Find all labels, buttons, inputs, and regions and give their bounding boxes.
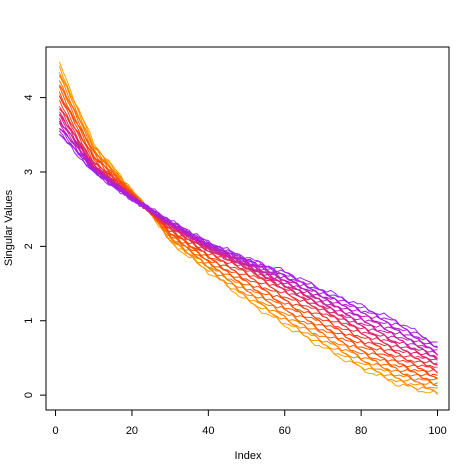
series-lines	[58, 61, 438, 395]
y-tick-label: 3	[23, 169, 35, 175]
y-tick-label: 4	[23, 95, 35, 101]
series-line	[59, 129, 438, 351]
series-line	[58, 75, 438, 387]
series-line	[58, 74, 438, 389]
series-line	[59, 114, 438, 365]
series-line	[58, 84, 438, 386]
series-line	[59, 133, 438, 343]
series-line	[59, 127, 438, 356]
series-line	[58, 95, 438, 374]
series-line	[59, 108, 438, 368]
series-line	[58, 111, 438, 366]
x-tick-label: 80	[355, 425, 367, 437]
series-line	[58, 121, 438, 358]
series-line	[59, 128, 438, 348]
y-tick-label: 0	[23, 392, 35, 398]
y-axis-title: Singular Values	[3, 189, 15, 266]
series-line	[58, 95, 438, 377]
x-tick-label: 100	[428, 425, 446, 437]
series-line	[58, 86, 438, 379]
y-tick-label: 2	[23, 243, 35, 249]
series-line	[58, 65, 438, 395]
x-axis: 0 20 40 60 80 100	[52, 409, 447, 437]
x-tick-label: 60	[279, 425, 291, 437]
x-axis-title: Index	[235, 450, 262, 462]
series-line	[59, 130, 438, 349]
y-tick-label: 1	[23, 318, 35, 324]
x-tick-label: 40	[202, 425, 214, 437]
y-axis: 0 1 2 3 4	[23, 95, 47, 398]
series-line	[58, 84, 438, 381]
plot-box	[45, 46, 450, 411]
x-tick-label: 20	[126, 425, 138, 437]
series-line	[58, 122, 438, 356]
series-line	[58, 72, 438, 394]
x-tick-label: 0	[52, 425, 58, 437]
